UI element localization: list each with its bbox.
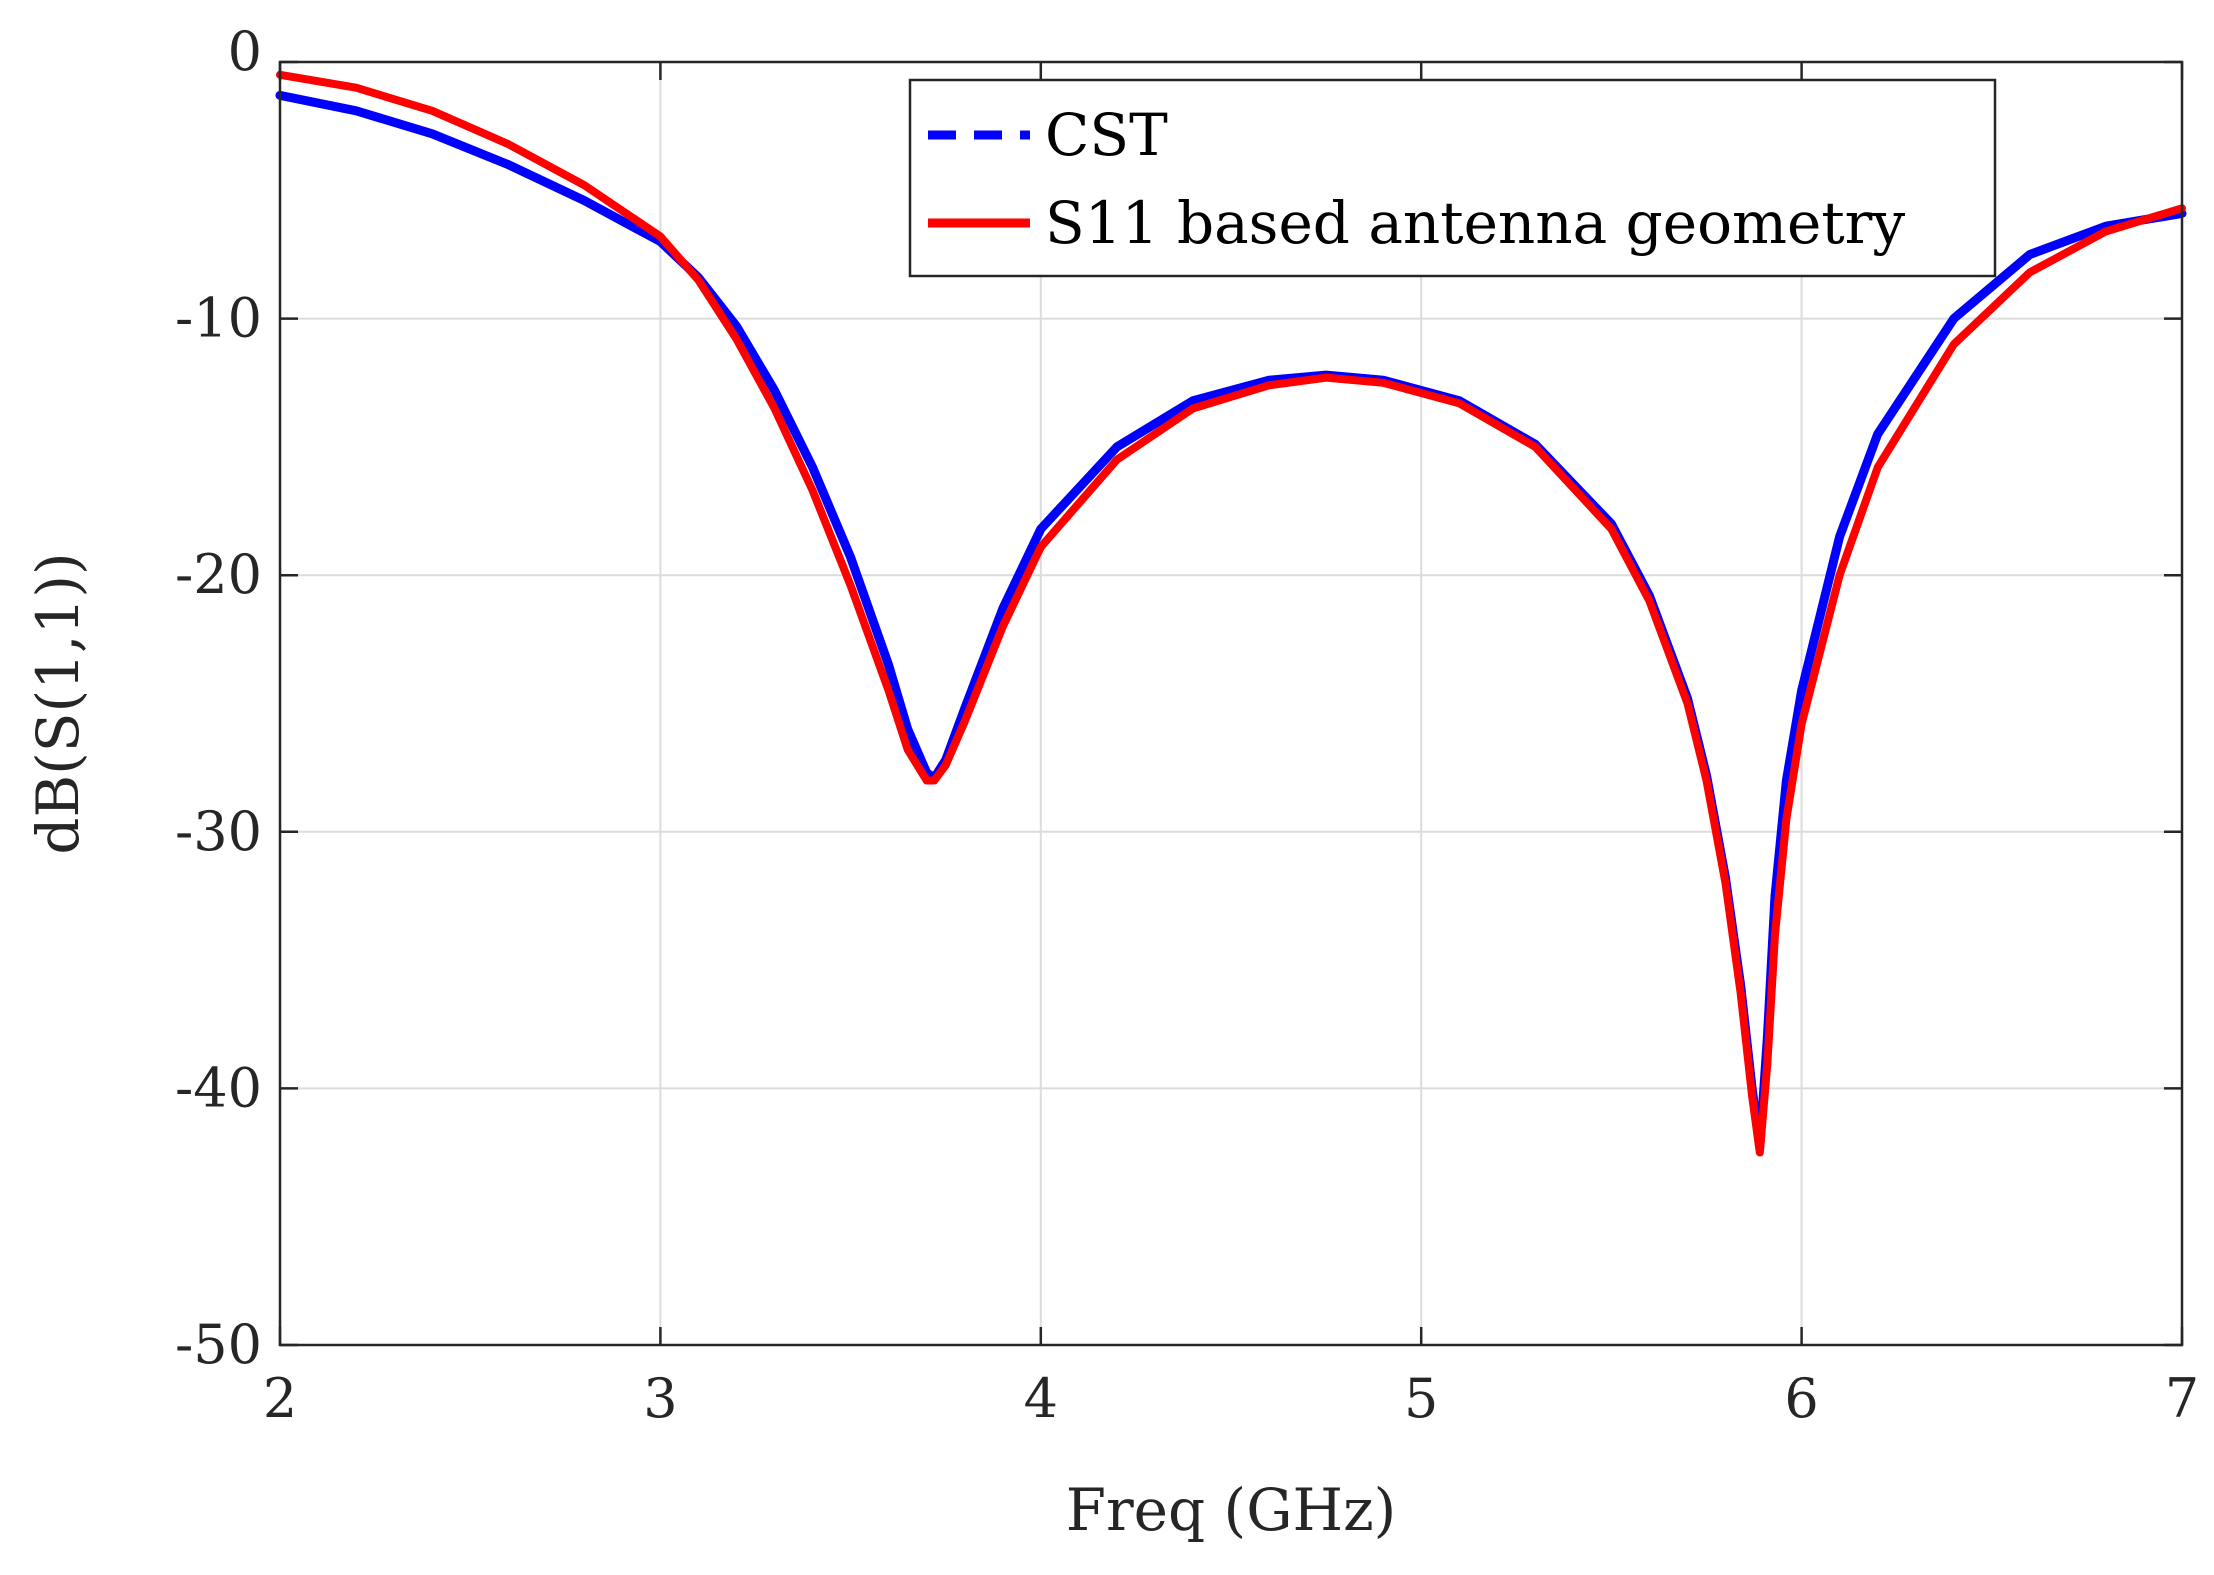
y-tick-label: -40 bbox=[175, 1056, 262, 1119]
y-axis-label: dB(S(1,1)) bbox=[24, 552, 92, 854]
series-group bbox=[275, 70, 2187, 1157]
series-line-s11-based-antenna-geometry bbox=[276, 70, 2186, 1157]
axes-frame bbox=[278, 60, 2184, 1347]
x-tick-label: 7 bbox=[2165, 1367, 2199, 1430]
y-tick-label: 0 bbox=[228, 20, 262, 83]
y-tick-label: -20 bbox=[175, 543, 262, 606]
x-tick-label: 2 bbox=[263, 1367, 297, 1430]
legend-box bbox=[908, 78, 1997, 278]
y-tick-label: -30 bbox=[175, 800, 262, 863]
legend-label-s11-geometry: S11 based antenna geometry bbox=[1045, 189, 1905, 257]
y-tick-label: -50 bbox=[175, 1313, 262, 1376]
x-tick-label: 6 bbox=[1784, 1367, 1818, 1430]
legend: CST S11 based antenna geometry bbox=[908, 78, 1997, 278]
axes-box bbox=[278, 60, 2184, 1347]
legend-label-cst: CST bbox=[1045, 101, 1168, 169]
x-tick-label: 4 bbox=[1024, 1367, 1058, 1430]
y-tick-label: -10 bbox=[175, 287, 262, 350]
x-axis-label: Freq (GHz) bbox=[1066, 1476, 1397, 1544]
tick-labels: 2 3 4 5 6 7 0 -10 -20 -30 -40 -50 bbox=[175, 20, 2199, 1430]
x-tick-label: 3 bbox=[643, 1367, 677, 1430]
x-tick-label: 5 bbox=[1404, 1367, 1438, 1430]
ticks bbox=[278, 60, 2184, 1347]
